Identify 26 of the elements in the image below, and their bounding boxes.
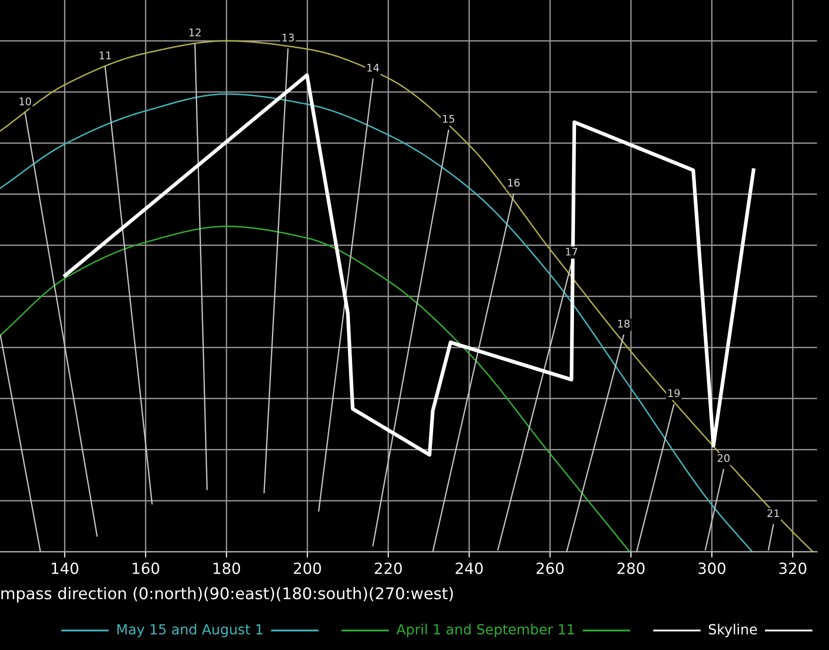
annotation: 13	[282, 34, 294, 42]
x-tick-label: 200	[294, 562, 321, 574]
annotation: 11	[100, 52, 111, 60]
x-tick-label: 220	[374, 562, 402, 574]
x-tick-label: 240	[456, 562, 483, 574]
x-axis-title: mpass direction (0:north)(90:east)(180:south)(270:west)	[1, 587, 453, 602]
annotation: 16	[508, 178, 520, 187]
annotation: 10	[20, 97, 32, 106]
x-tick-label: 160	[132, 562, 160, 574]
legend-label: April 1 and September 11	[396, 624, 574, 638]
annotation: 18	[618, 320, 630, 328]
x-tick-label: 280	[617, 562, 645, 574]
legend-label: Skyline	[708, 624, 757, 638]
annotation: 12	[189, 28, 201, 36]
legend-label: May 15 and August 1	[117, 624, 262, 638]
annotation: 21	[767, 509, 779, 518]
annotation: 14	[367, 64, 379, 72]
x-tick-label: 260	[536, 562, 564, 574]
annotation: 15	[443, 114, 454, 123]
x-tick-label: 140	[52, 562, 78, 574]
x-tick-label: 320	[779, 562, 806, 574]
annotation: 20	[718, 454, 730, 462]
annotation: 17	[566, 248, 578, 256]
x-tick-label: 300	[698, 562, 726, 574]
annotation: 19	[668, 389, 680, 398]
x-tick-label: 180	[214, 562, 240, 574]
